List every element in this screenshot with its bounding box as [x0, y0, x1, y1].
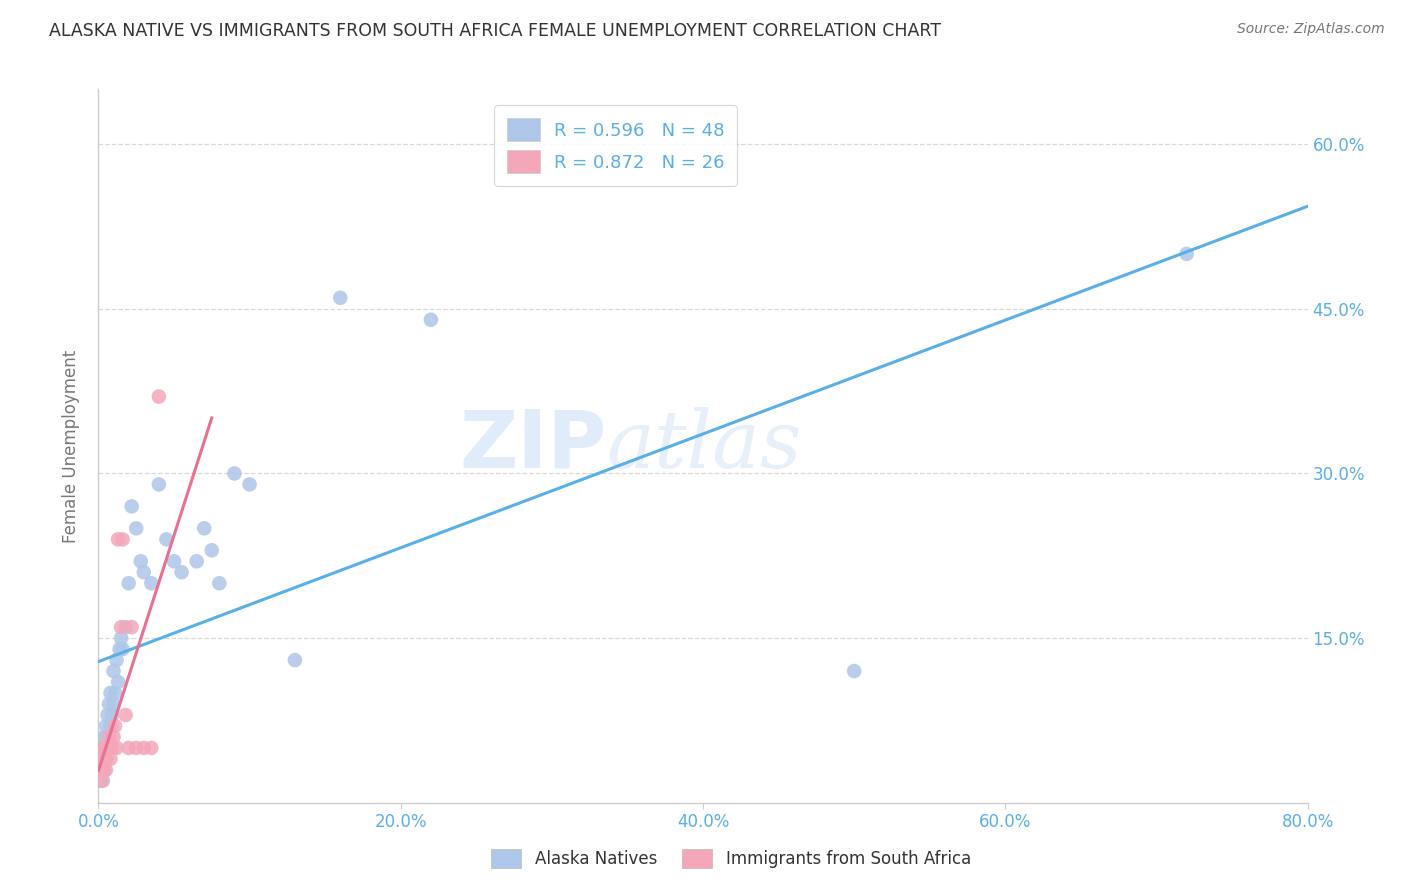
Point	[101, 708, 124, 723]
Point	[125, 740, 148, 755]
Text: Source: ZipAtlas.com: Source: ZipAtlas.com	[1237, 22, 1385, 37]
Point	[105, 740, 128, 755]
Point	[94, 719, 117, 733]
Point	[420, 312, 443, 326]
Point	[104, 719, 127, 733]
Point	[91, 763, 114, 777]
Point	[186, 554, 208, 568]
Point	[224, 467, 246, 481]
Point	[103, 697, 125, 711]
Point	[170, 566, 193, 580]
Point	[100, 719, 122, 733]
Text: atlas: atlas	[606, 408, 801, 484]
Point	[141, 740, 163, 755]
Point	[111, 533, 134, 547]
Point	[98, 730, 121, 744]
Point	[105, 653, 128, 667]
Point	[1175, 247, 1198, 261]
Point	[104, 686, 127, 700]
Point	[108, 642, 131, 657]
Point	[111, 642, 134, 657]
Point	[91, 740, 114, 755]
Point	[121, 620, 143, 634]
Point	[239, 477, 262, 491]
Point	[129, 554, 152, 568]
Point	[208, 576, 231, 591]
Point	[90, 763, 112, 777]
Point	[96, 708, 118, 723]
Point	[98, 730, 121, 744]
Point	[103, 730, 125, 744]
Point	[100, 686, 122, 700]
Point	[91, 740, 114, 755]
Point	[148, 477, 170, 491]
Point	[329, 291, 352, 305]
Point	[91, 773, 114, 788]
Point	[89, 763, 111, 777]
Text: ZIP: ZIP	[458, 407, 606, 485]
Point	[93, 740, 115, 755]
Point	[163, 554, 186, 568]
Legend: Alaska Natives, Immigrants from South Africa: Alaska Natives, Immigrants from South Af…	[485, 842, 977, 875]
Point	[110, 620, 132, 634]
Point	[93, 740, 115, 755]
Point	[125, 521, 148, 535]
Point	[94, 752, 117, 766]
Point	[193, 521, 215, 535]
Legend: R = 0.596   N = 48, R = 0.872   N = 26: R = 0.596 N = 48, R = 0.872 N = 26	[495, 105, 737, 186]
Point	[93, 730, 115, 744]
Point	[844, 664, 866, 678]
Point	[94, 752, 117, 766]
Point	[121, 500, 143, 514]
Point	[201, 543, 224, 558]
Point	[103, 664, 125, 678]
Point	[114, 620, 136, 634]
Point	[90, 752, 112, 766]
Point	[284, 653, 307, 667]
Point	[96, 740, 118, 755]
Point	[93, 752, 115, 766]
Point	[141, 576, 163, 591]
Text: ALASKA NATIVE VS IMMIGRANTS FROM SOUTH AFRICA FEMALE UNEMPLOYMENT CORRELATION CH: ALASKA NATIVE VS IMMIGRANTS FROM SOUTH A…	[49, 22, 941, 40]
Point	[118, 576, 141, 591]
Point	[107, 675, 129, 690]
Point	[101, 740, 124, 755]
Point	[155, 533, 177, 547]
Point	[91, 752, 114, 766]
Point	[98, 697, 121, 711]
Point	[94, 763, 117, 777]
Point	[90, 752, 112, 766]
Y-axis label: Female Unemployment: Female Unemployment	[62, 350, 80, 542]
Point	[132, 566, 155, 580]
Point	[100, 752, 122, 766]
Point	[110, 631, 132, 645]
Point	[118, 740, 141, 755]
Point	[132, 740, 155, 755]
Point	[90, 773, 112, 788]
Point	[148, 390, 170, 404]
Point	[114, 708, 136, 723]
Point	[94, 730, 117, 744]
Point	[96, 740, 118, 755]
Point	[107, 533, 129, 547]
Point	[93, 763, 115, 777]
